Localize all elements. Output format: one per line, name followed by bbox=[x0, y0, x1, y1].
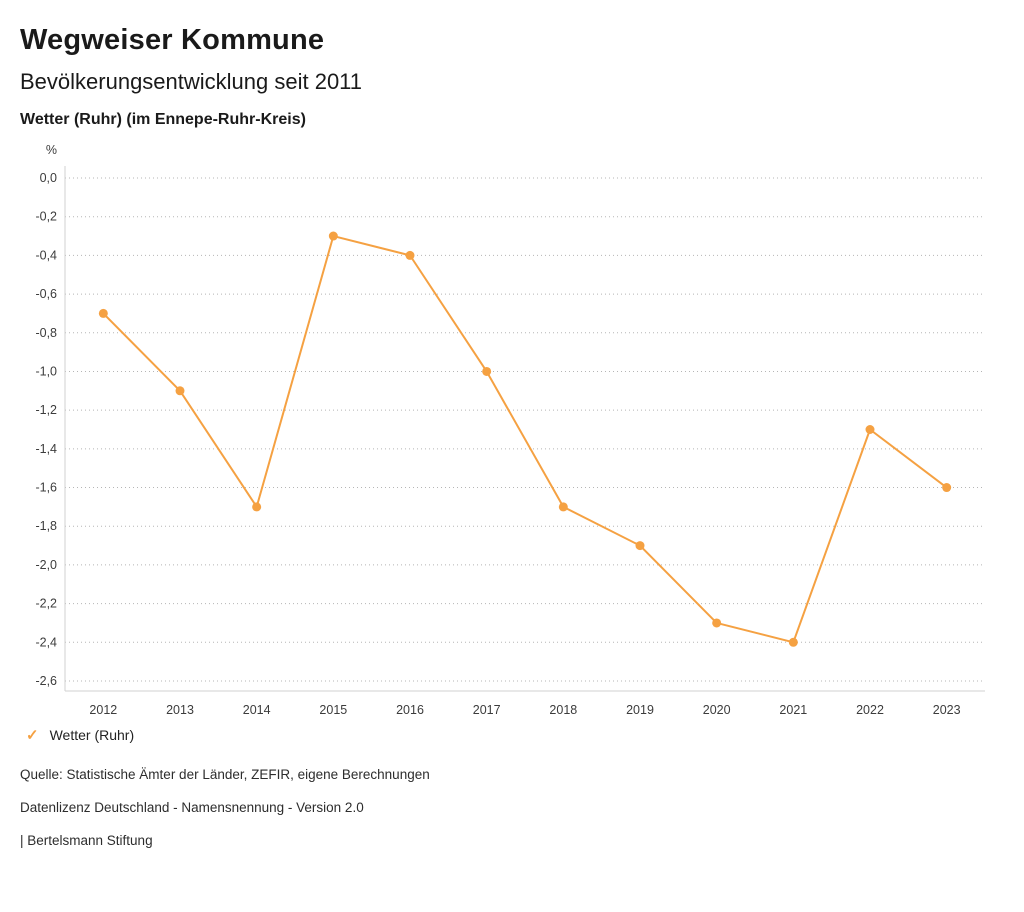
data-point-2014[interactable] bbox=[252, 502, 262, 512]
y-tick-label: -2,2 bbox=[35, 597, 57, 611]
data-point-2015[interactable] bbox=[328, 231, 338, 241]
y-tick-label: -1,8 bbox=[35, 519, 57, 533]
y-tick-label: 0,0 bbox=[40, 171, 57, 185]
legend-item-wetter[interactable]: ✓ Wetter (Ruhr) bbox=[26, 727, 134, 743]
legend: ✓ Wetter (Ruhr) bbox=[26, 727, 1004, 743]
y-tick-label: -0,8 bbox=[35, 326, 57, 340]
chart-title: Bevölkerungsentwicklung seit 2011 bbox=[20, 69, 363, 94]
data-point-2018[interactable] bbox=[558, 502, 568, 512]
data-point-2012[interactable] bbox=[98, 308, 108, 318]
x-tick-label-2019: 2019 bbox=[626, 703, 654, 717]
y-tick-label: -2,6 bbox=[35, 674, 57, 688]
x-tick-label-2020: 2020 bbox=[703, 703, 731, 717]
y-tick-label: -2,0 bbox=[35, 558, 57, 572]
x-tick-label-2012: 2012 bbox=[89, 703, 117, 717]
x-tick-label-2023: 2023 bbox=[933, 703, 961, 717]
data-point-2016[interactable] bbox=[405, 250, 415, 260]
y-tick-label: -1,6 bbox=[35, 481, 57, 495]
check-icon: ✓ bbox=[26, 726, 39, 744]
series-line bbox=[102, 235, 948, 644]
y-tick-label: -2,4 bbox=[35, 635, 57, 649]
data-point-2022[interactable] bbox=[865, 425, 875, 434]
y-tick-label: -1,4 bbox=[35, 442, 57, 456]
source-text: Quelle: Statistische Ämter der Länder, Z… bbox=[20, 767, 430, 782]
attribution-text: | Bertelsmann Stiftung bbox=[20, 833, 153, 848]
x-tick-label-2022: 2022 bbox=[856, 703, 884, 717]
y-tick-label: -0,4 bbox=[35, 248, 57, 262]
y-tick-label: -0,6 bbox=[35, 287, 57, 301]
x-tick-label-2018: 2018 bbox=[549, 703, 577, 717]
population-line-chart: 0,0 -0,2 -0,4 -0,6 -0,8 -1,0 -1,2 -1,4 -1,6 -1,8 -… bbox=[35, 143, 985, 717]
x-tick-label-2015: 2015 bbox=[319, 703, 347, 717]
y-tick-label: -1,0 bbox=[35, 364, 57, 378]
data-point-2023[interactable] bbox=[942, 483, 952, 493]
x-tick-label-2016: 2016 bbox=[396, 703, 424, 717]
data-point-2017[interactable] bbox=[482, 366, 492, 376]
data-point-2020[interactable] bbox=[712, 618, 722, 628]
x-tick-label-2021: 2021 bbox=[779, 703, 807, 717]
legend-label: Wetter (Ruhr) bbox=[49, 727, 135, 743]
footer: Quelle: Statistische Ämter der Länder, Z… bbox=[20, 767, 1004, 848]
data-point-2021[interactable] bbox=[788, 637, 798, 647]
x-tick-label-2013: 2013 bbox=[166, 703, 194, 717]
page-title: Wegweiser Kommune bbox=[20, 24, 325, 56]
y-axis-unit-label: % bbox=[46, 143, 57, 157]
license-text: Datenlizenz Deutschland - Namensnennung … bbox=[20, 800, 364, 815]
chart-location: Wetter (Ruhr) (im Ennepe-Ruhr-Kreis) bbox=[20, 111, 306, 128]
x-tick-label-2014: 2014 bbox=[243, 703, 271, 717]
data-point-2019[interactable] bbox=[635, 541, 645, 551]
y-tick-label: -1,2 bbox=[35, 403, 57, 417]
data-point-2013[interactable] bbox=[175, 386, 185, 396]
x-tick-label-2017: 2017 bbox=[473, 703, 501, 717]
y-tick-label: -0,2 bbox=[35, 210, 57, 224]
